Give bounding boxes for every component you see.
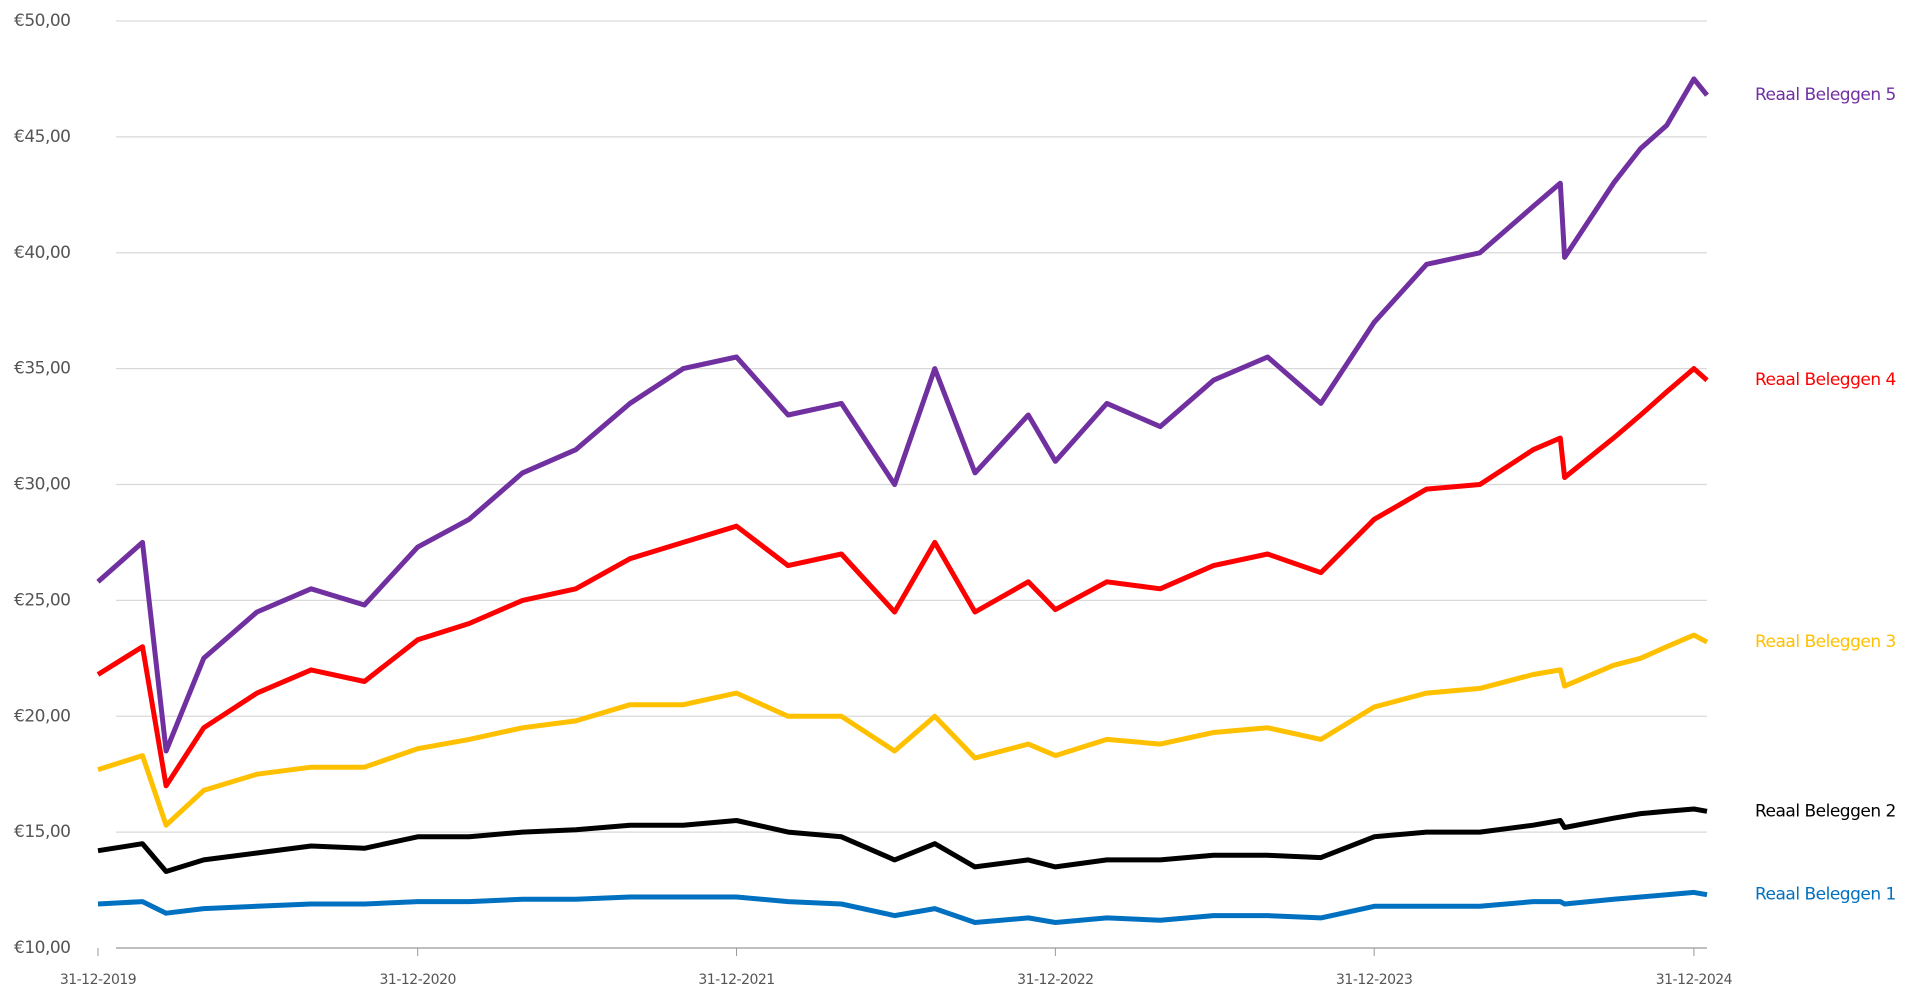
y-tick-label: €15,00 xyxy=(14,822,70,842)
y-tick-label: €20,00 xyxy=(14,706,70,726)
legend-label: Reaal Beleggen 2 xyxy=(1755,801,1896,821)
y-tick-label: €45,00 xyxy=(14,127,70,147)
y-tick-label: €40,00 xyxy=(14,243,70,263)
series-line xyxy=(97,889,1708,925)
x-tick-label: 31-12-2022 xyxy=(1017,972,1093,988)
x-tick-label: 31-12-2024 xyxy=(1656,972,1733,988)
y-tick-label: €10,00 xyxy=(14,938,70,958)
legend-label: Reaal Beleggen 1 xyxy=(1755,885,1896,905)
x-tick-label: 31-12-2021 xyxy=(698,972,774,988)
x-tick-label: 31-12-2020 xyxy=(380,972,456,988)
legend-label: Reaal Beleggen 4 xyxy=(1755,370,1896,390)
y-tick-label: €25,00 xyxy=(14,590,70,610)
y-tick-label: €50,00 xyxy=(14,11,70,31)
legend-label: Reaal Beleggen 3 xyxy=(1755,632,1896,652)
series-line xyxy=(97,632,1709,828)
y-tick-label: €35,00 xyxy=(14,359,70,379)
series-line xyxy=(97,806,1708,874)
series-line xyxy=(96,366,1709,789)
y-tick-label: €30,00 xyxy=(14,475,70,495)
series-line xyxy=(96,76,1709,754)
x-tick-label: 31-12-2023 xyxy=(1336,972,1412,988)
x-tick-label: 31-12-2019 xyxy=(60,972,136,988)
legend-label: Reaal Beleggen 5 xyxy=(1755,85,1896,105)
